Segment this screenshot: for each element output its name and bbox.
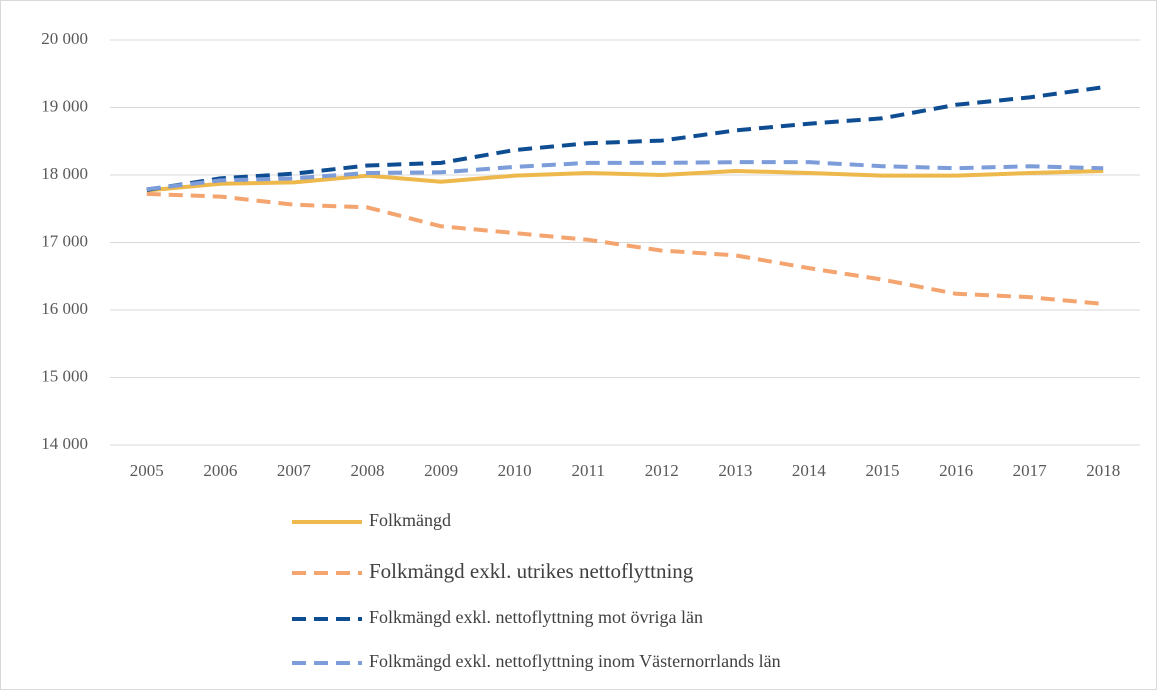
x-tick-label: 2009 — [424, 461, 458, 480]
x-tick-label: 2007 — [277, 461, 312, 480]
x-tick-label: 2018 — [1086, 461, 1120, 480]
series-line — [146, 160, 1104, 192]
legend-label: Folkmängd — [369, 510, 451, 530]
y-tick-label: 18 000 — [41, 164, 88, 183]
legend-label: Folkmängd exkl. utrikes nettoflyttning — [369, 559, 694, 583]
x-tick-label: 2008 — [351, 461, 385, 480]
y-tick-label: 20 000 — [41, 29, 88, 48]
legend-label: Folkmängd exkl. nettoflyttning mot övrig… — [369, 607, 703, 627]
x-tick-label: 2015 — [866, 461, 900, 480]
series-line — [146, 85, 1104, 192]
x-tick-label: 2006 — [203, 461, 237, 480]
y-tick-label: 15 000 — [41, 366, 88, 385]
series-line — [146, 191, 1104, 306]
y-tick-label: 14 000 — [41, 434, 88, 453]
x-tick-label: 2014 — [792, 461, 827, 480]
legend-label: Folkmängd exkl. nettoflyttning inom Väst… — [369, 651, 781, 671]
x-tick-label: 2016 — [939, 461, 973, 480]
x-tick-label: 2011 — [572, 461, 605, 480]
y-tick-label: 19 000 — [41, 96, 88, 115]
x-tick-label: 2012 — [645, 461, 679, 480]
y-tick-label: 17 000 — [41, 231, 88, 250]
x-tick-label: 2013 — [718, 461, 752, 480]
series-line — [146, 168, 1104, 193]
y-tick-label: 16 000 — [41, 299, 88, 318]
x-tick-label: 2017 — [1013, 461, 1048, 480]
x-tick-label: 2005 — [130, 461, 164, 480]
x-tick-label: 2010 — [498, 461, 532, 480]
